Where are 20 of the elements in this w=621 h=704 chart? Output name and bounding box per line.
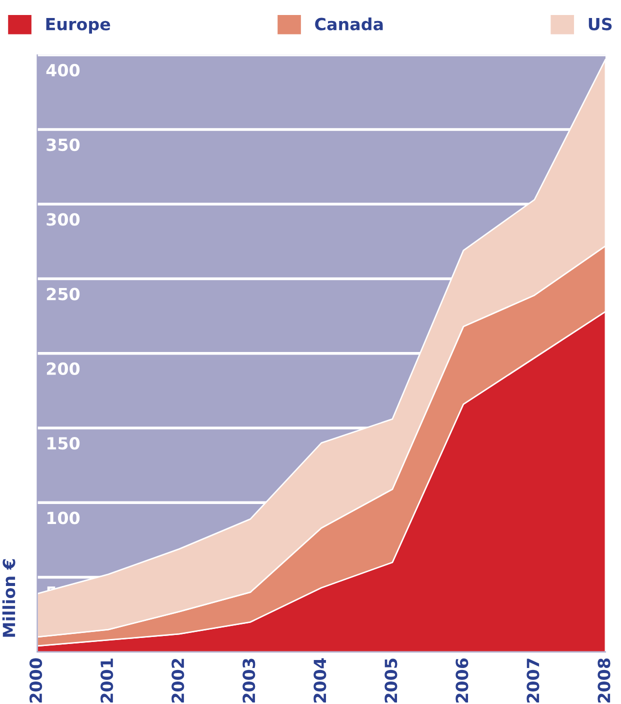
legend-label: Canada [315,18,383,30]
y-tick-label: 200 [46,362,80,375]
y-axis-title: Million € [2,559,16,637]
y-tick-label: 100 [47,512,80,524]
x-tick-label: 2005 [384,658,398,703]
y-tick-label: 250 [46,288,80,300]
y-tick-label: 350 [46,138,80,152]
y-tick-label: 400 [46,64,80,76]
legend-label: US [588,18,612,30]
x-tick-label: 2004 [314,658,326,703]
y-tick-label: 300 [46,213,80,226]
x-tick-label: 2007 [526,658,540,703]
x-tick-label: 2001 [100,658,114,703]
x-tick-label: 2008 [598,658,610,703]
x-tick-label: 2002 [172,658,184,703]
x-tick-label: 2006 [456,658,468,703]
x-tick-label: 2000 [29,658,42,703]
y-tick-label: 150 [47,436,80,450]
legend-label: Europe [46,18,110,34]
x-tick-label: 2003 [242,658,256,703]
